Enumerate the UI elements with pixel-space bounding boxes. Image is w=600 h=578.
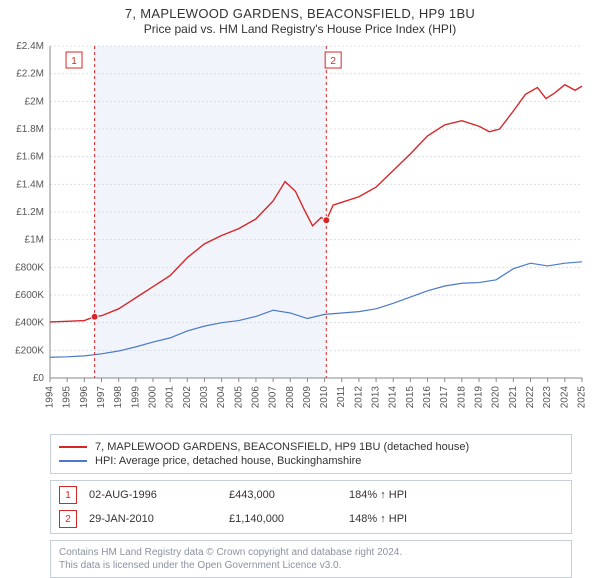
- svg-text:£2M: £2M: [25, 96, 44, 107]
- legend: 7, MAPLEWOOD GARDENS, BEACONSFIELD, HP9 …: [50, 434, 572, 474]
- legend-swatch: [59, 460, 87, 462]
- svg-text:1: 1: [71, 56, 77, 67]
- svg-text:£200K: £200K: [15, 345, 44, 356]
- tx-date: 02-AUG-1996: [89, 489, 229, 501]
- svg-text:2011: 2011: [336, 386, 347, 408]
- title-line-2: Price paid vs. HM Land Registry's House …: [0, 21, 600, 36]
- svg-text:1997: 1997: [96, 386, 107, 409]
- credit-line-2: This data is licensed under the Open Gov…: [59, 560, 341, 571]
- legend-swatch: [59, 446, 87, 448]
- legend-item: 7, MAPLEWOOD GARDENS, BEACONSFIELD, HP9 …: [59, 440, 563, 454]
- svg-text:£0: £0: [33, 373, 45, 384]
- tx-date: 29-JAN-2010: [89, 513, 229, 525]
- credit-line-1: Contains HM Land Registry data © Crown c…: [59, 547, 402, 558]
- svg-text:£1.4M: £1.4M: [16, 179, 44, 190]
- svg-text:2009: 2009: [302, 386, 313, 409]
- svg-text:2008: 2008: [285, 386, 296, 409]
- svg-text:2022: 2022: [525, 386, 536, 409]
- svg-text:£800K: £800K: [15, 262, 44, 273]
- svg-text:1994: 1994: [45, 386, 56, 409]
- tx-price: £443,000: [229, 489, 349, 501]
- svg-text:2003: 2003: [199, 386, 210, 409]
- svg-text:2025: 2025: [577, 386, 588, 409]
- svg-text:2017: 2017: [439, 386, 450, 409]
- svg-text:2004: 2004: [216, 386, 227, 409]
- chart-svg: £0 £200K £400K £600K £800K £1M £1.2M £1.4M £1.6M…: [0, 38, 600, 428]
- svg-text:2015: 2015: [405, 386, 416, 409]
- svg-text:£2.4M: £2.4M: [16, 41, 44, 52]
- svg-text:2000: 2000: [147, 386, 158, 409]
- legend-label: 7, MAPLEWOOD GARDENS, BEACONSFIELD, HP9 …: [95, 441, 469, 453]
- svg-text:2021: 2021: [508, 386, 519, 409]
- svg-text:2012: 2012: [353, 386, 364, 409]
- svg-text:2023: 2023: [542, 386, 553, 409]
- svg-text:2: 2: [330, 56, 336, 67]
- svg-text:£1.8M: £1.8M: [16, 124, 44, 135]
- svg-text:2024: 2024: [559, 386, 570, 409]
- title-line-1: 7, MAPLEWOOD GARDENS, BEACONSFIELD, HP9 …: [0, 6, 600, 21]
- tx-price: £1,140,000: [229, 513, 349, 525]
- svg-text:1998: 1998: [113, 386, 124, 409]
- svg-text:£600K: £600K: [15, 290, 44, 301]
- price-chart: £0 £200K £400K £600K £800K £1M £1.2M £1.4M £1.6M…: [0, 38, 600, 428]
- svg-text:2014: 2014: [388, 386, 399, 409]
- svg-text:£1.6M: £1.6M: [16, 152, 44, 163]
- tx-hpi: 184% ↑ HPI: [349, 489, 479, 501]
- svg-text:2016: 2016: [422, 386, 433, 409]
- svg-text:£400K: £400K: [15, 318, 44, 329]
- svg-text:2005: 2005: [233, 386, 244, 409]
- svg-text:1996: 1996: [79, 386, 90, 409]
- credit: Contains HM Land Registry data © Crown c…: [50, 540, 572, 578]
- svg-text:2010: 2010: [319, 386, 330, 409]
- title-block: 7, MAPLEWOOD GARDENS, BEACONSFIELD, HP9 …: [0, 0, 600, 38]
- svg-text:1999: 1999: [130, 386, 141, 409]
- transaction-rows: 1 02-AUG-1996£443,000184% ↑ HPI 2 29-JAN-20…: [50, 480, 572, 534]
- svg-text:1995: 1995: [62, 386, 73, 409]
- marker-ref-icon: 1: [59, 486, 77, 504]
- svg-text:2006: 2006: [250, 386, 261, 409]
- svg-text:2002: 2002: [182, 386, 193, 409]
- tx-hpi: 148% ↑ HPI: [349, 513, 479, 525]
- svg-text:2019: 2019: [474, 386, 485, 409]
- svg-text:£2.2M: £2.2M: [16, 69, 44, 80]
- svg-text:£1M: £1M: [25, 235, 44, 246]
- svg-text:2001: 2001: [165, 386, 176, 409]
- marker-ref-icon: 2: [59, 510, 77, 528]
- svg-text:2018: 2018: [456, 386, 467, 409]
- svg-text:2013: 2013: [371, 386, 382, 409]
- svg-text:£1.2M: £1.2M: [16, 207, 44, 218]
- svg-text:2007: 2007: [268, 386, 279, 409]
- legend-label: HPI: Average price, detached house, Buck…: [95, 455, 361, 467]
- legend-item: HPI: Average price, detached house, Buck…: [59, 454, 563, 468]
- svg-text:2020: 2020: [491, 386, 502, 409]
